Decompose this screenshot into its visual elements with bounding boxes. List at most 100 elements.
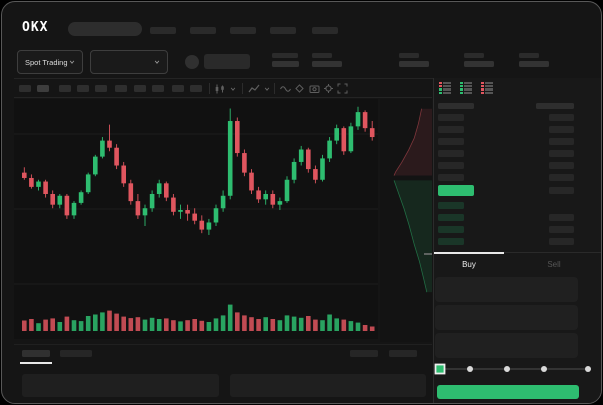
 — [439, 88, 442, 91]
ask-price-placeholder — [438, 138, 464, 145]
interval-button[interactable] — [172, 85, 184, 92]
nav-item-placeholder[interactable] — [230, 27, 256, 34]
ask-price-placeholder — [438, 150, 464, 157]
slider-handle[interactable] — [434, 363, 446, 375]
ask-amount-placeholder — [549, 174, 574, 181]
ticker-stat-value — [464, 61, 494, 67]
chevron-down-icon[interactable] — [230, 86, 236, 92]
ask-amount-placeholder — [549, 150, 574, 157]
slider-stop[interactable] — [467, 366, 473, 372]
interval-button[interactable] — [190, 85, 202, 92]
orderbook-panel — [434, 78, 601, 252]
book-asks-icon[interactable] — [481, 82, 494, 95]
toolbar-divider — [242, 83, 243, 94]
 — [485, 91, 493, 94]
ask-row[interactable] — [438, 136, 574, 148]
bid-row[interactable] — [438, 200, 574, 212]
bid-amount-placeholder — [549, 214, 574, 221]
interval-button[interactable] — [152, 85, 164, 92]
amount-input[interactable] — [435, 305, 578, 330]
camera-snapshot-icon[interactable] — [309, 83, 320, 94]
interval-button[interactable] — [134, 85, 146, 92]
 — [460, 85, 463, 88]
 — [460, 88, 463, 91]
tab-buy[interactable]: Buy — [462, 260, 476, 269]
 — [443, 82, 451, 85]
ask-row[interactable] — [438, 124, 574, 136]
nav-item-placeholder[interactable] — [190, 27, 216, 34]
 — [485, 82, 493, 85]
price-input[interactable] — [435, 277, 578, 302]
interval-button[interactable] — [19, 85, 31, 92]
last-price-row[interactable] — [438, 184, 574, 198]
buy-submit-button[interactable] — [437, 385, 579, 399]
slider-stop[interactable] — [585, 366, 591, 372]
chart-type-icon[interactable] — [248, 83, 260, 95]
last-price-amount-placeholder — [549, 187, 574, 194]
pair-selector[interactable] — [90, 50, 168, 74]
total-input[interactable] — [435, 333, 578, 358]
ticker-stat-label — [519, 53, 539, 58]
bottom-tab[interactable] — [60, 350, 92, 357]
nav-item-placeholder[interactable] — [270, 27, 296, 34]
interval-button[interactable] — [59, 85, 71, 92]
interval-button[interactable] — [77, 85, 89, 92]
book-combined-icon[interactable] — [439, 82, 452, 95]
indicator-wave-icon[interactable] — [280, 84, 291, 94]
bottom-action-placeholder[interactable] — [389, 350, 417, 357]
bid-row[interactable] — [438, 224, 574, 236]
interval-button[interactable] — [95, 85, 107, 92]
 — [439, 85, 442, 88]
market-type-selector[interactable]: Spot Trading — [17, 50, 83, 74]
bottom-divider — [14, 344, 432, 345]
interval-button[interactable] — [37, 85, 49, 92]
toolbar-bottom-divider — [14, 97, 432, 98]
coin-avatar — [185, 55, 199, 69]
bid-amount-placeholder — [549, 226, 574, 233]
ask-amount-placeholder — [549, 162, 574, 169]
market-type-label: Spot Trading — [25, 57, 68, 67]
settings-gear-icon[interactable] — [323, 83, 334, 94]
draw-brush-icon[interactable] — [294, 83, 305, 94]
open-orders-panel — [22, 374, 219, 397]
nav-item-placeholder[interactable] — [312, 27, 338, 34]
bid-amount-placeholder — [549, 238, 574, 245]
interval-menu-icon[interactable] — [214, 83, 226, 95]
 — [464, 85, 472, 88]
bottom-tab-underline — [20, 362, 52, 364]
ask-row[interactable] — [438, 148, 574, 160]
ticker-stat — [312, 53, 342, 67]
depth-chart — [380, 99, 432, 342]
ask-row[interactable] — [438, 172, 574, 184]
 — [481, 91, 484, 94]
toolbar-divider — [274, 83, 275, 94]
candlestick-chart[interactable] — [14, 99, 378, 339]
ticker-stat — [399, 53, 429, 67]
ask-row[interactable] — [438, 112, 574, 124]
 — [481, 82, 484, 85]
panel-divider — [433, 78, 434, 403]
bid-price-placeholder — [438, 214, 464, 221]
chevron-down-icon[interactable] — [264, 86, 270, 92]
tab-sell[interactable]: Sell — [547, 260, 561, 269]
okx-logo[interactable]: OKX — [22, 20, 49, 35]
orderbook-col-header-amount — [536, 103, 574, 109]
nav-item-placeholder[interactable] — [150, 27, 176, 34]
slider-stop[interactable] — [504, 366, 510, 372]
interval-button[interactable] — [115, 85, 127, 92]
fullscreen-icon[interactable] — [337, 83, 348, 94]
last-price-highlight — [438, 185, 474, 196]
amount-slider[interactable] — [434, 360, 594, 380]
trade-panel: Buy Sell — [434, 252, 601, 403]
bottom-action-placeholder[interactable] — [350, 350, 378, 357]
pair-name-placeholder[interactable] — [204, 54, 250, 69]
search-input[interactable] — [68, 22, 142, 36]
ask-row[interactable] — [438, 160, 574, 172]
ticker-stat-label — [272, 53, 298, 58]
book-bids-icon[interactable] — [460, 82, 473, 95]
bottom-tab-active[interactable] — [22, 350, 50, 357]
slider-stop[interactable] — [541, 366, 547, 372]
bid-row[interactable] — [438, 212, 574, 224]
bid-row[interactable] — [438, 236, 574, 248]
 — [439, 91, 442, 94]
